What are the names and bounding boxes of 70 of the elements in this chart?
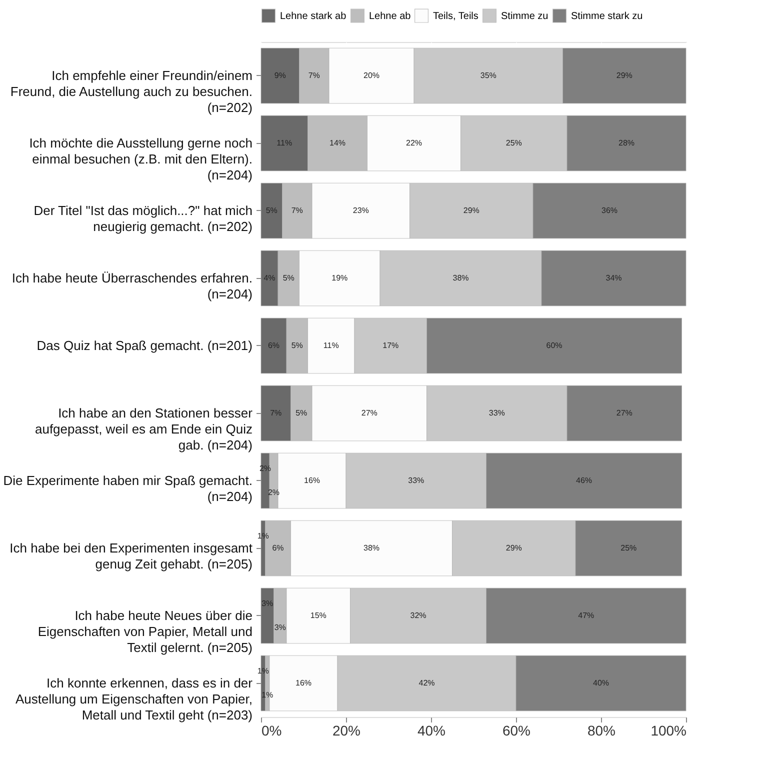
data-label: 1% (257, 666, 269, 676)
data-label: 3% (262, 598, 274, 608)
data-label: 46% (576, 476, 592, 485)
data-label: 11% (276, 138, 292, 148)
data-label: 4% (264, 273, 276, 282)
data-label: 28% (618, 138, 635, 148)
data-label: 5% (291, 340, 303, 350)
data-label: 15% (310, 610, 326, 620)
data-label: 38% (363, 543, 380, 552)
data-label: 32% (410, 610, 426, 620)
data-label: 25% (620, 543, 637, 552)
data-label: 16% (304, 476, 320, 485)
data-label: 14% (329, 138, 346, 148)
x-tick-label: 100% (650, 722, 686, 738)
data-label: 27% (616, 408, 632, 418)
data-label: 60% (546, 340, 562, 350)
data-label: 25% (506, 138, 522, 148)
data-label: 5% (266, 206, 278, 215)
data-label: 2% (268, 488, 280, 497)
y-tick-label: Die Experimente haben mir Spaß gemacht. (n=204) (3, 472, 252, 504)
y-tick-label: Das Quiz hat Spaß gemacht. (n=201) (36, 338, 252, 353)
x-tick-label: 40% (417, 722, 446, 738)
data-label: 35% (480, 70, 496, 80)
data-label: 1% (257, 531, 269, 540)
data-label: 3% (274, 622, 286, 632)
data-label: 36% (601, 206, 618, 215)
x-tick-label: 20% (332, 722, 361, 738)
y-tick-label: Der Titel "Ist das möglich...?" hat mich neugierig gemacht. (n=202) (34, 202, 252, 234)
data-label: 38% (452, 273, 469, 282)
y-tick-label: Ich möchte die Ausstellung gerne noch einmal besuchen (z.B. mit den Eltern). (n=204) (29, 135, 252, 182)
y-tick-label: Ich habe an den Stationen besser aufgepasst, weil es am Ende ein Quiz gab. (n=204) (34, 405, 254, 452)
x-tick-label: 80% (587, 722, 616, 738)
data-label: 33% (488, 408, 505, 418)
data-label: 7% (291, 206, 303, 215)
y-tick-label: Ich konnte erkennen, dass es in der Austellung um Eigenschaften von Papier, Metall und Textil geht (n=203) (15, 675, 254, 722)
data-label: 33% (408, 476, 424, 485)
data-label: 17% (382, 340, 399, 350)
legend-label: Stimme zu (501, 10, 548, 22)
y-tick-label: Ich habe heute Neues über die Eigenschaften von Papier, Metall und Textil gelernt. (n=205) (38, 608, 252, 655)
data-label: 23% (352, 206, 369, 215)
y-tick-label: Ich empfehle einer Freundin/einem Freund, die Austellung auch zu besuchen. (n=202) (10, 68, 252, 115)
data-label: 40% (592, 678, 610, 688)
data-label: 29% (616, 70, 632, 80)
legend-label: Teils, Teils (433, 10, 478, 22)
data-label: 1% (262, 690, 274, 700)
data-label: 19% (332, 273, 348, 282)
data-label: 16% (295, 678, 312, 688)
x-tick-label: 0% (262, 722, 282, 738)
data-label: 7% (308, 70, 320, 80)
legend-label: Lehne stark ab (280, 10, 347, 22)
data-label: 11% (323, 340, 339, 350)
legend-label: Stimme stark zu (571, 10, 643, 22)
data-label: 29% (506, 543, 522, 552)
y-tick-label: Ich habe bei den Experimenten insgesamt genug Zeit gehabt. (n=205) (10, 540, 253, 572)
legend-label: Lehne ab (369, 10, 412, 22)
y-tick-label: Ich habe heute Überraschendes erfahren. (n=204) (12, 270, 252, 302)
data-label: 42% (418, 678, 435, 688)
data-label: 5% (296, 408, 308, 418)
data-label: 5% (282, 273, 294, 282)
data-label: 6% (268, 340, 280, 350)
x-tick-label: 60% (502, 722, 531, 738)
data-label: 20% (363, 70, 380, 80)
data-label: 47% (578, 610, 594, 620)
data-label: 29% (463, 206, 480, 215)
data-label: 34% (606, 273, 622, 282)
data-label: 6% (272, 543, 284, 552)
data-label: 9% (274, 70, 286, 80)
data-label: 7% (270, 408, 282, 418)
data-label: 22% (406, 138, 422, 148)
data-label: 27% (361, 408, 378, 418)
